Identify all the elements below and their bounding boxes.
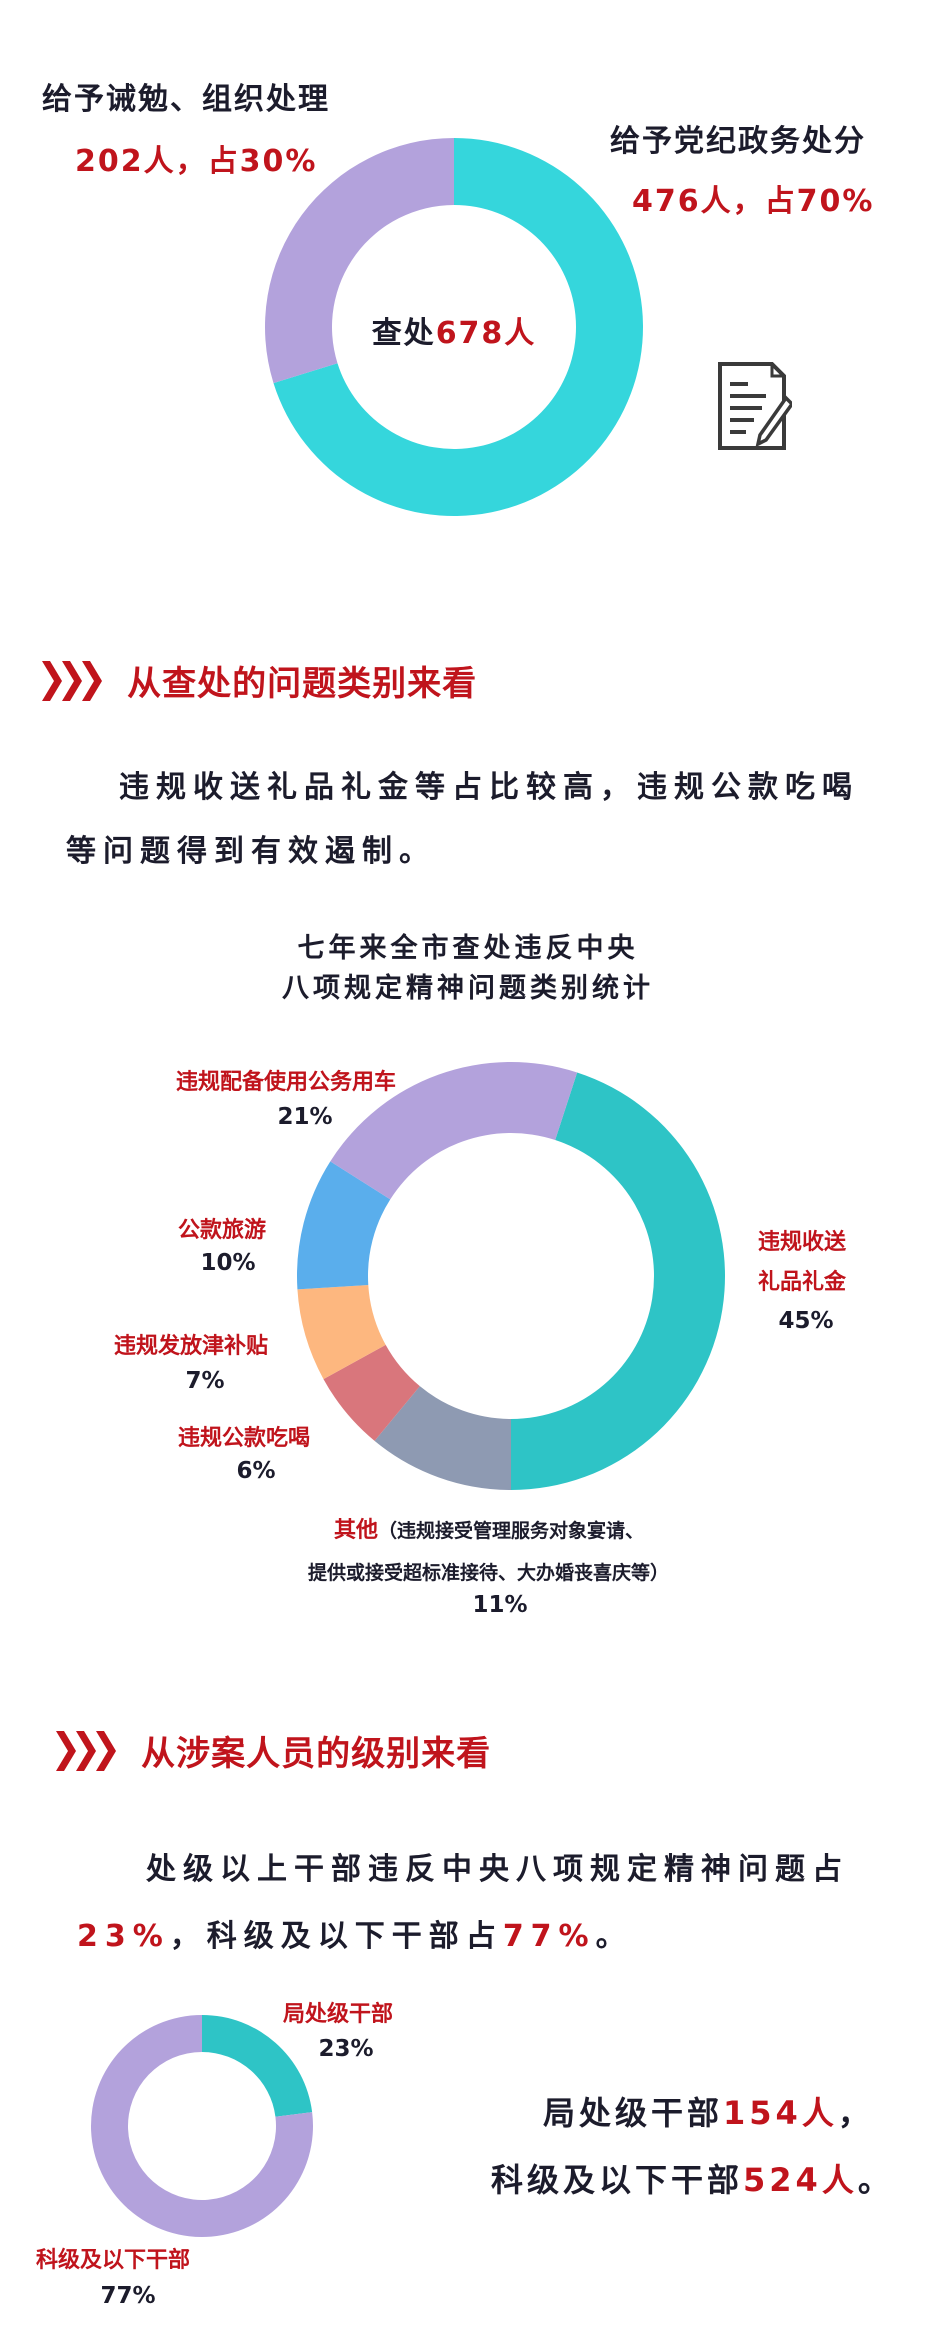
pct-vehicle: 21% — [277, 1104, 333, 1130]
text: 局处级干部 — [543, 2094, 724, 2132]
donut-slice — [297, 1161, 391, 1290]
chevrons-icon — [42, 660, 102, 701]
section-header-category: 从查处的问题类别来看 — [42, 656, 477, 705]
summary-line-2: 科级及以下干部524人。 — [491, 2155, 894, 2201]
count-bureau: 154人 — [723, 2094, 838, 2132]
label-section: 科级及以下干部 — [36, 2248, 191, 2273]
label-bureau: 局处级干部 — [283, 2002, 394, 2027]
paragraph-line: 等问题得到有效遏制。 — [66, 834, 436, 869]
text: 。 — [595, 1919, 633, 1954]
label-travel: 公款旅游 — [178, 1218, 267, 1243]
label-other-note-line2: 提供或接受超标准接待、大办婚丧喜庆等） — [308, 1562, 670, 1584]
text: 科级及以下干部 — [491, 2161, 744, 2199]
label-vehicle: 违规配备使用公务用车 — [176, 1070, 397, 1095]
discipline-label: 给予党纪政务处分 — [610, 124, 866, 159]
donut-slice — [297, 1284, 386, 1380]
pct-senior: 23% — [77, 1919, 170, 1954]
paragraph-line: 违规收送礼品礼金等占比较高，违规公款吃喝 — [119, 770, 859, 805]
text: ， — [837, 2094, 874, 2132]
warning-value: 202人，占30% — [75, 144, 318, 179]
section-title: 从查处的问题类别来看 — [127, 664, 478, 704]
center-value: 678人 — [435, 316, 537, 351]
donut-slice — [511, 1072, 725, 1490]
label-gifts-line2: 礼品礼金 — [758, 1270, 847, 1295]
pct-section: 77% — [100, 2283, 156, 2309]
discipline-value: 476人，占70% — [632, 184, 875, 219]
chart-title-line2: 八项规定精神问题类别统计 — [282, 973, 654, 1004]
ring-center-label: 查处678人 — [372, 308, 537, 352]
text: ，科级及以下干部占 — [169, 1919, 503, 1954]
label-other: 其他（违规接受管理服务对象宴请、 — [334, 1512, 644, 1544]
label-other-title: 其他 — [334, 1518, 379, 1543]
pct-bureau: 23% — [318, 2036, 374, 2062]
pct-gifts: 45% — [778, 1308, 834, 1334]
chart-title-line1: 七年来全市查处违反中央 — [297, 933, 639, 964]
text: 。 — [857, 2161, 894, 2199]
label-other-note: （违规接受管理服务对象宴请、 — [378, 1520, 645, 1542]
pct-other: 11% — [472, 1592, 528, 1618]
paragraph-line: 23%，科级及以下干部占77%。 — [77, 1911, 633, 1955]
pct-allowance: 7% — [185, 1368, 225, 1394]
donut-slice — [91, 2015, 314, 2238]
donut-slice — [273, 138, 643, 516]
section-title: 从涉案人员的级别来看 — [141, 1734, 492, 1774]
donut-slice — [374, 1386, 511, 1490]
donut-slice — [265, 138, 454, 384]
section-header-level: 从涉案人员的级别来看 — [56, 1726, 491, 1775]
center-prefix: 查处 — [371, 316, 436, 351]
label-gifts: 违规收送 — [758, 1230, 847, 1255]
pct-dining: 6% — [236, 1458, 276, 1484]
donut-slice — [330, 1062, 578, 1200]
pct-junior: 77% — [502, 1919, 596, 1954]
warning-label: 给予诫勉、组织处理 — [42, 82, 330, 117]
paragraph-line: 处级以上干部违反中央八项规定精神问题占 — [146, 1852, 849, 1887]
count-section: 524人 — [743, 2161, 858, 2199]
donut-slice — [202, 2015, 313, 2117]
chevrons-icon — [56, 1730, 116, 1771]
label-dining: 违规公款吃喝 — [178, 1426, 311, 1451]
summary-line-1: 局处级干部154人， — [543, 2088, 874, 2134]
donut-slice — [323, 1344, 420, 1441]
document-pen-icon — [718, 362, 792, 450]
pct-travel: 10% — [200, 1250, 256, 1276]
label-allowance: 违规发放津补贴 — [114, 1334, 269, 1359]
